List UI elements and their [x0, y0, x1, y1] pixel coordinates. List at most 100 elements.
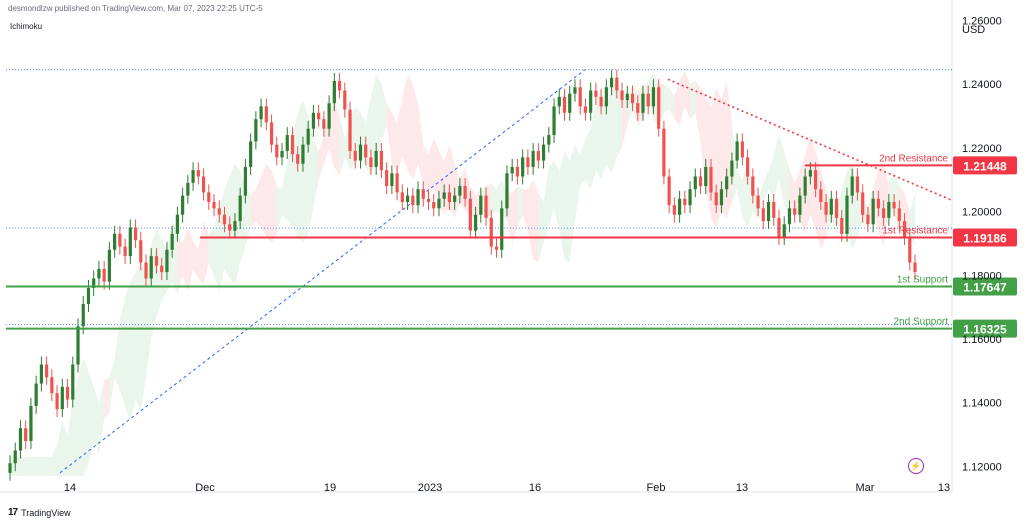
ichimoku-cloud-segment	[187, 227, 194, 292]
candle-body	[479, 195, 483, 215]
candle-body	[306, 128, 310, 145]
candle-body	[395, 173, 399, 193]
ichimoku-cloud-segment	[716, 87, 722, 228]
candle-body	[620, 90, 624, 101]
ichimoku-cloud-segment	[559, 151, 565, 260]
candle-body	[458, 186, 462, 196]
candle-body	[45, 364, 49, 378]
ichimoku-cloud-segment	[130, 272, 136, 422]
candle-body	[672, 205, 676, 215]
x-tick-label: 2023	[418, 482, 442, 494]
candle-body	[149, 256, 153, 279]
ichimoku-cloud-segment	[773, 135, 779, 199]
currency-label: USD	[962, 24, 985, 36]
ichimoku-cloud-segment	[428, 138, 434, 199]
ichimoku-cloud-segment	[533, 179, 539, 263]
ichimoku-cloud-segment	[261, 163, 267, 238]
ichimoku-cloud-segment	[339, 115, 345, 177]
candle-body	[578, 87, 582, 107]
candle-body	[808, 170, 812, 177]
candle-body	[594, 90, 598, 97]
ichimoku-cloud-segment	[909, 192, 915, 247]
level-price-label: 1.19186	[963, 231, 1007, 245]
ichimoku-cloud-segment	[57, 421, 63, 476]
ichimoku-cloud-segment	[747, 160, 753, 228]
candle-body	[536, 151, 540, 161]
candle-body	[254, 119, 258, 142]
candle-body	[39, 364, 43, 384]
ichimoku-cloud-segment	[684, 71, 691, 120]
rising-trendline	[59, 69, 586, 474]
ichimoku-cloud-segment	[601, 90, 607, 180]
candle-body	[86, 288, 91, 304]
candle-body	[170, 233, 174, 250]
ichimoku-cloud-segment	[710, 87, 717, 228]
candle-body	[348, 109, 352, 152]
candle-body	[196, 170, 200, 177]
candle-body	[735, 141, 739, 161]
candle-body	[296, 154, 300, 164]
candle-body	[233, 221, 237, 231]
candle-body	[290, 135, 295, 155]
candle-body	[908, 237, 912, 263]
candle-body	[107, 249, 111, 282]
ichimoku-cloud-segment	[454, 163, 460, 218]
x-tick-label: Mar	[856, 482, 875, 494]
candle-body	[327, 103, 331, 129]
candle-body	[876, 198, 880, 209]
x-tick-label: Dec	[195, 482, 215, 494]
ichimoku-cloud-segment	[726, 80, 732, 218]
candle-body	[437, 198, 441, 209]
level-price-label: 1.17647	[963, 281, 1007, 295]
ichimoku-cloud-segment	[193, 240, 199, 279]
tradingview-footer[interactable]: 17 TradingView	[8, 507, 71, 518]
candle-body	[238, 195, 242, 222]
candle-body	[102, 268, 106, 282]
candle-body	[29, 405, 33, 441]
candle-body	[118, 233, 122, 247]
lightning-icon[interactable]: ⚡	[908, 458, 924, 474]
y-tick-label: 1.26000	[962, 15, 1002, 27]
ichimoku-cloud-segment	[731, 122, 738, 202]
ichimoku-cloud-segment	[412, 84, 419, 180]
ichimoku-cloud-segment	[182, 227, 188, 292]
candle-body	[18, 428, 23, 451]
candle-body	[97, 268, 101, 279]
candle-body	[181, 195, 185, 215]
candle-body	[814, 170, 818, 190]
indicator-label[interactable]: Ichimoku	[10, 22, 43, 31]
level-name: 1st Support	[897, 275, 948, 286]
level-name: 2nd Support	[894, 317, 949, 328]
level-price-badge	[953, 277, 1017, 296]
candle-body	[379, 151, 384, 171]
candle-body	[683, 198, 687, 206]
ichimoku-cloud-segment	[674, 80, 680, 126]
candle-body	[269, 122, 274, 145]
candle-body	[249, 141, 253, 167]
candle-body	[426, 198, 431, 202]
candle-body	[719, 189, 724, 206]
candle-body	[740, 141, 744, 158]
ichimoku-cloud-segment	[334, 100, 340, 177]
ichimoku-cloud-segment	[203, 221, 209, 285]
candle-body	[583, 106, 588, 113]
ichimoku-cloud-segment	[700, 87, 706, 190]
ichimoku-cloud-segment	[36, 456, 42, 476]
candle-body	[76, 326, 80, 365]
ichimoku-cloud-segment	[836, 189, 842, 234]
x-tick-label: 13	[938, 482, 950, 494]
ichimoku-cloud-segment	[114, 319, 120, 390]
ichimoku-cloud-segment	[527, 179, 534, 260]
candle-body	[34, 383, 38, 406]
ichimoku-cloud-segment	[83, 358, 89, 476]
ichimoku-cloud-segment	[512, 186, 518, 244]
ichimoku-cloud-segment	[20, 456, 26, 476]
ichimoku-cloud-segment	[381, 84, 387, 142]
ichimoku-cloud-segment	[627, 84, 633, 126]
ichimoku-cloud-segment	[198, 221, 204, 285]
x-tick-label: 13	[736, 482, 748, 494]
ichimoku-cloud-segment	[543, 166, 549, 244]
candle-body	[730, 160, 734, 177]
ichimoku-cloud-segment	[140, 262, 147, 413]
